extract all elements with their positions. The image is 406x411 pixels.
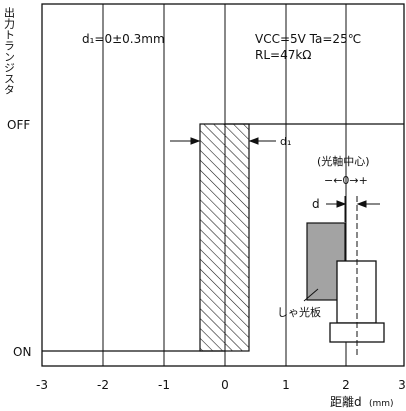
- axis-direction-label: −←0→+: [324, 174, 368, 187]
- x-tick-label: -2: [97, 378, 109, 392]
- on-state-label: ON: [13, 345, 31, 359]
- plot-frame: [41, 3, 405, 367]
- switching-tolerance-band: [199, 123, 250, 352]
- x-axis-unit: (mm): [369, 399, 394, 409]
- x-tick-label: 0: [221, 378, 229, 392]
- d-marker-label: d: [312, 197, 320, 211]
- tolerance-label: d₁=0±0.3mm: [82, 32, 165, 46]
- conditions-line2: RL=47kΩ: [255, 48, 311, 62]
- conditions-line1: VCC=5V Ta=25℃: [255, 32, 361, 46]
- d1-dimension-arrows: [170, 137, 276, 145]
- y-axis-label: 出力トランジスタ: [3, 6, 16, 95]
- x-tick-label: 1: [282, 378, 290, 392]
- x-tick-label: -1: [158, 378, 170, 392]
- optical-axis-label: (光軸中心): [317, 154, 370, 168]
- x-axis-label: 距離d: [330, 395, 362, 409]
- x-tick-label: 2: [342, 378, 350, 392]
- d-dimension: [326, 196, 380, 222]
- shield-plate-label: しゃ光板: [277, 305, 321, 319]
- x-tick-label: 3: [398, 378, 406, 392]
- shield-plate-leader: [303, 288, 319, 302]
- x-tick-label: -3: [36, 378, 48, 392]
- off-state-label: OFF: [7, 118, 30, 132]
- x-tick-labels: -3 -2 -1 0 1 2 3: [36, 378, 406, 392]
- d1-marker-label: d₁: [280, 135, 291, 148]
